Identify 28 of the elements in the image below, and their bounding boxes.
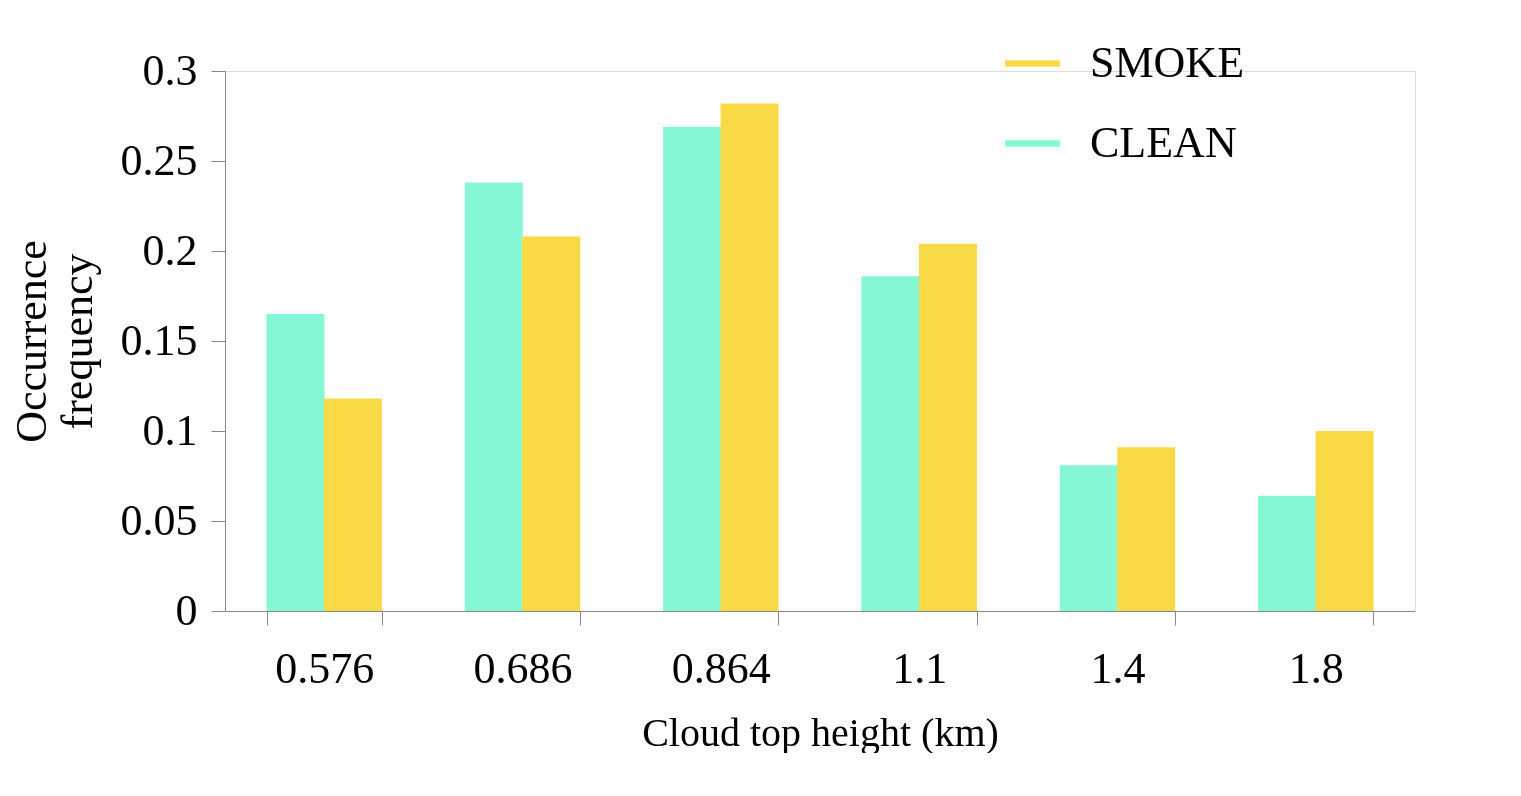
bar <box>1315 431 1374 611</box>
y-tick-label: 0.15 <box>120 315 198 365</box>
x-tick-label: 0.686 <box>473 643 573 693</box>
bar <box>720 103 779 611</box>
x-tick-label: 1.4 <box>1090 643 1146 693</box>
bar <box>464 182 523 611</box>
y-tick-label: 0 <box>175 585 198 635</box>
bar <box>1117 447 1176 611</box>
y-tick-label: 0.1 <box>142 405 198 455</box>
y-tick-label: 0.2 <box>142 225 198 275</box>
bar <box>861 276 920 611</box>
y-tick-label: 0.3 <box>142 45 198 95</box>
legend-label: CLEAN <box>1090 117 1237 167</box>
bar <box>663 126 722 611</box>
bar <box>1258 495 1317 611</box>
x-tick-label: 0.864 <box>671 643 771 693</box>
y-axis-title: Occurrence frequency <box>6 240 102 443</box>
bar <box>266 314 325 611</box>
x-tick-label: 0.576 <box>275 643 375 693</box>
bar <box>522 236 581 611</box>
bar <box>1059 465 1118 611</box>
x-tick-label: 1.1 <box>892 643 948 693</box>
y-tick-label: 0.25 <box>120 135 198 185</box>
bar <box>323 398 382 611</box>
x-tick-label: 1.8 <box>1288 643 1344 693</box>
legend-label: SMOKE <box>1090 37 1245 87</box>
y-tick-label: 0.05 <box>120 495 198 545</box>
bar <box>918 243 977 611</box>
